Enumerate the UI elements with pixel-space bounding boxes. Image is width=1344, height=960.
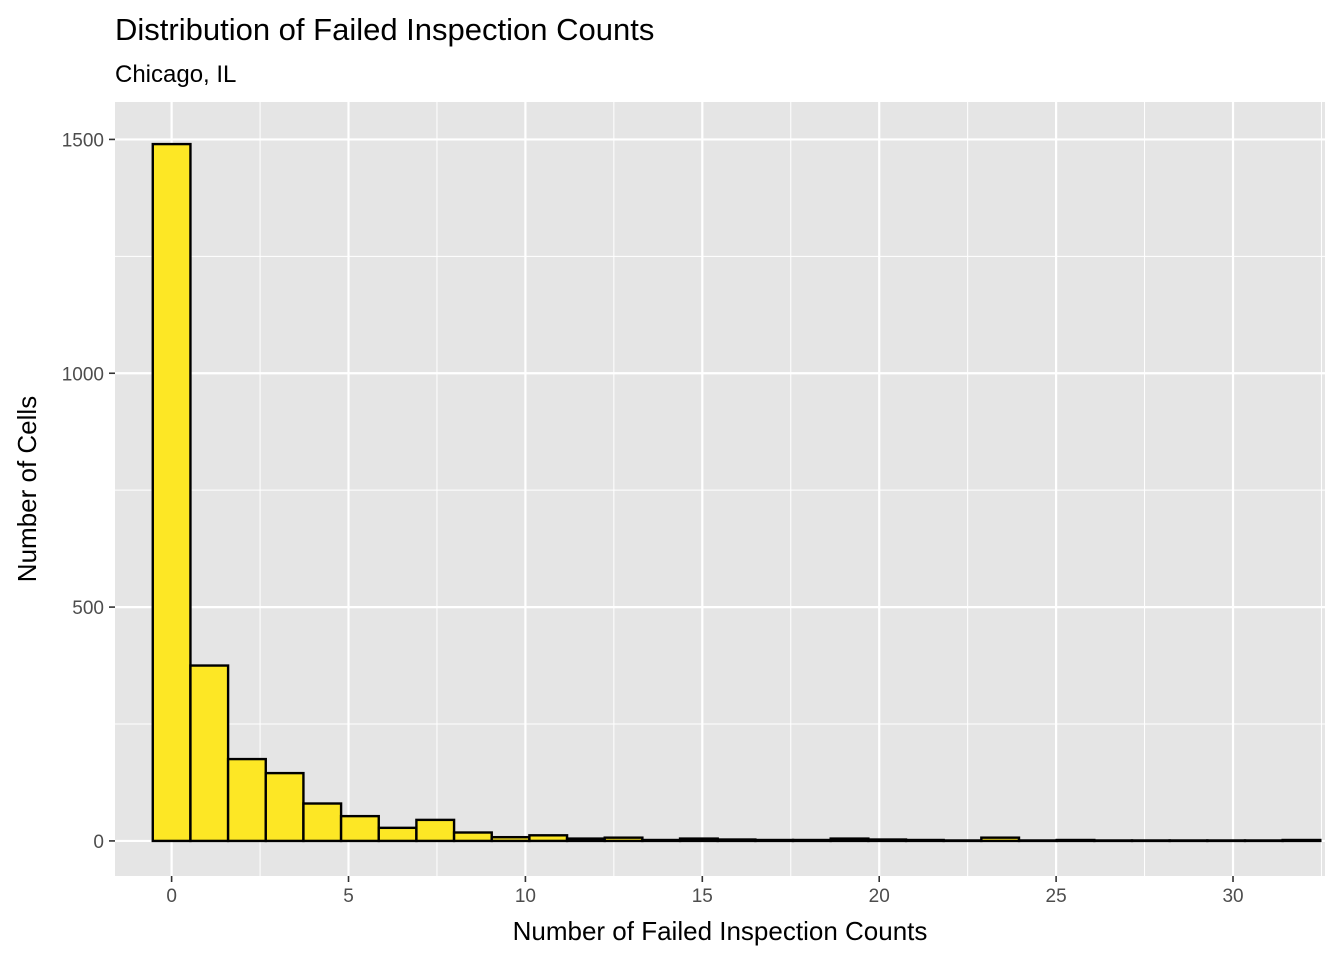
y-tick-label: 1000 [62, 364, 104, 385]
x-tick-label: 15 [692, 886, 713, 907]
x-tick-label: 20 [869, 886, 890, 907]
chart-subtitle: Chicago, IL [115, 61, 236, 88]
histogram-bar [980, 836, 1021, 843]
chart-title: Distribution of Failed Inspection Counts [115, 12, 654, 47]
histogram-bar [415, 818, 456, 843]
histogram-bar [377, 826, 418, 843]
y-axis-title: Number of Cells [12, 396, 42, 582]
histogram-bar [339, 814, 380, 843]
histogram-bar [904, 838, 945, 843]
histogram-bar [678, 837, 719, 843]
histogram-bar [302, 802, 343, 843]
histogram-bar [791, 838, 832, 843]
histogram-bar [452, 831, 493, 843]
y-tick-label: 1500 [62, 130, 104, 151]
histogram-bar [490, 835, 531, 843]
y-tick-label: 0 [93, 832, 104, 853]
histogram-bar [754, 838, 795, 843]
histogram-bar [1281, 838, 1322, 843]
x-tick-label: 10 [515, 886, 536, 907]
histogram-bar [226, 757, 267, 843]
histogram-bar [716, 838, 757, 843]
histogram-bar [1055, 838, 1096, 843]
histogram-bar [264, 771, 305, 843]
x-axis: 0 5 10 15 20 25 30 [166, 876, 1244, 907]
plot-panel [115, 102, 1325, 876]
histogram-bar [528, 834, 569, 843]
x-tick-label: 25 [1046, 886, 1067, 907]
grid-minor [115, 102, 1325, 876]
histogram-bar [565, 837, 606, 843]
bars [151, 142, 1322, 843]
y-tick-label: 500 [72, 598, 104, 619]
x-tick-label: 0 [166, 886, 177, 907]
y-axis: 0 500 1000 1500 [62, 130, 115, 853]
x-tick-label: 30 [1222, 886, 1243, 907]
histogram-bar [603, 836, 644, 843]
histogram-bar [189, 664, 230, 843]
histogram-bar [641, 838, 682, 843]
histogram-bar [829, 837, 870, 843]
histogram-bar [867, 838, 908, 843]
x-axis-title: Number of Failed Inspection Counts [513, 916, 928, 946]
histogram-bar [151, 142, 192, 843]
x-tick-label: 5 [343, 886, 354, 907]
